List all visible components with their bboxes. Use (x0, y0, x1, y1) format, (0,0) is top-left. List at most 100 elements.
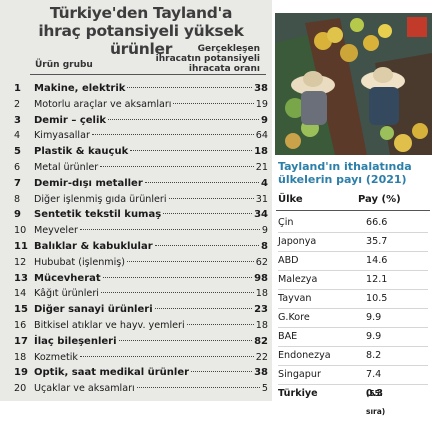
product-row: 9 Sentetik tekstil kumaş 34 (14, 207, 268, 223)
leader-dots (144, 181, 260, 183)
leader-dots (191, 371, 253, 373)
product-name: Kozmetik (34, 351, 78, 363)
product-name: Meyveler (34, 225, 78, 237)
export-ratio: 18 (254, 146, 268, 158)
import-title-line-2: ülkelerin payı (2021) (278, 173, 407, 186)
leader-dots (154, 308, 253, 310)
row-number: 12 (14, 256, 27, 268)
export-ratio: 64 (255, 130, 268, 142)
import-share-panel: Tayland'ın ithalatında ülkelerin payı (2… (272, 0, 442, 416)
country-row: Japonya 35.7 (278, 233, 428, 252)
row-number: 3 (14, 114, 21, 126)
product-name: Bitkisel atıklar ve hayv. yemleri (34, 319, 185, 331)
leader-dots (186, 323, 254, 325)
row-number: 17 (14, 335, 28, 347)
import-share: 66.6 (366, 217, 388, 228)
product-row: 2 Motorlu araçlar ve aksamları 19 (14, 97, 268, 113)
import-share: 8.2 (366, 350, 382, 361)
product-row: 13 Mücevherat 98 (14, 271, 268, 287)
import-header-divider (276, 210, 430, 211)
panel-title: Türkiye'den Tayland'a ihraç potansiyeli … (16, 4, 266, 58)
country-row: Çin 66.6 (278, 214, 428, 233)
title-line-2: ihraç potansiyeli yüksek ürünler (38, 22, 244, 58)
product-row: 6 Metal ürünler 21 (14, 160, 268, 176)
leader-dots (118, 339, 253, 341)
row-number: 5 (14, 146, 21, 158)
product-row: 12 Hububat (işlenmiş) 62 (14, 255, 268, 271)
rate-column-header: Gerçekleşen ihracatın potansiyeli ihraca… (135, 44, 260, 74)
product-row: 8 Diğer işlenmiş gıda ürünleri 31 (14, 192, 268, 208)
product-row: 5 Plastik & kauçuk 18 (14, 144, 268, 160)
product-row: 1 Makine, elektrik 38 (14, 81, 268, 97)
import-share: 35.7 (366, 236, 388, 247)
product-row: 20 Uçaklar ve aksamları 5 (14, 381, 268, 397)
row-number: 20 (14, 383, 27, 395)
row-number: 10 (14, 225, 27, 237)
country-row: BAE 9.9 (278, 328, 428, 347)
product-list: 1 Makine, elektrik 38 2 Motorlu araçlar ve a… (14, 81, 268, 397)
import-share: 14.6 (366, 255, 388, 266)
product-row: 15 Diğer sanayi ürünleri 23 (14, 302, 268, 318)
row-number: 11 (14, 240, 28, 252)
product-name: Demir – çelik (34, 114, 107, 126)
leader-dots (136, 387, 260, 389)
export-ratio: 8 (261, 240, 268, 252)
product-row: 14 Kâğıt ürünleri 18 (14, 286, 268, 302)
product-name: Metal ürünler (34, 161, 99, 173)
turkey-row: Türkiye 0.3 (55. sıra) (278, 385, 428, 416)
country-column-header: Ülke (278, 194, 303, 205)
country-name: Türkiye (278, 388, 318, 399)
import-share: 9.9 (366, 331, 382, 342)
leader-dots (168, 197, 254, 199)
row-number: 1 (14, 83, 21, 94)
header-divider (30, 74, 266, 75)
import-share: 10.5 (366, 293, 388, 304)
leader-dots (100, 165, 254, 167)
leader-dots (108, 118, 260, 120)
row-number: 7 (14, 177, 21, 189)
country-name: Japonya (278, 236, 317, 247)
country-row: ABD 14.6 (278, 252, 428, 271)
product-name: Hububat (işlenmiş) (34, 256, 126, 268)
leader-dots (102, 276, 253, 278)
product-name: Diğer sanayi ürünleri (34, 304, 153, 316)
row-number: 15 (14, 304, 28, 316)
product-name: Uçaklar ve aksamları (34, 383, 135, 395)
leader-dots (100, 292, 254, 294)
leader-dots (127, 87, 253, 88)
rate-header-line-2: ihracatın potansiyeli (155, 54, 260, 64)
product-name: Makine, elektrik (34, 83, 126, 94)
export-ratio: 34 (254, 209, 268, 221)
leader-dots (91, 134, 254, 136)
product-row: 7 Demir-dışı metaller 4 (14, 176, 268, 192)
export-ratio: 4 (261, 177, 268, 189)
leader-dots (130, 150, 253, 152)
product-row: 19 Optik, saat medikal ürünler 38 (14, 365, 268, 381)
product-name: Demir-dışı metaller (34, 177, 143, 189)
leader-dots (154, 244, 260, 246)
product-name: Plastik & kauçuk (34, 146, 129, 158)
leader-dots (127, 260, 254, 262)
rate-header-line-1: Gerçekleşen (197, 44, 260, 54)
export-ratio: 18 (255, 288, 268, 300)
floating-market-photo (275, 13, 432, 155)
leader-dots (79, 355, 254, 357)
row-number: 19 (14, 367, 28, 379)
export-ratio: 98 (254, 272, 268, 284)
row-number: 16 (14, 319, 27, 331)
product-name: Kimyasallar (34, 130, 90, 142)
row-number: 13 (14, 272, 28, 284)
product-name: Diğer işlenmiş gıda ürünleri (34, 193, 167, 205)
export-potential-panel: Türkiye'den Tayland'a ihraç potansiyeli … (0, 0, 272, 401)
row-number: 6 (14, 161, 21, 173)
export-ratio: 62 (255, 256, 268, 268)
share-column-header: Pay (%) (358, 194, 401, 205)
country-name: ABD (278, 255, 299, 266)
export-ratio: 38 (254, 83, 268, 94)
rate-header-line-3: ihracata oranı (188, 64, 260, 74)
export-ratio: 82 (254, 335, 268, 347)
export-ratio: 18 (255, 319, 268, 331)
country-name: Çin (278, 217, 294, 228)
product-name: Optik, saat medikal ürünler (34, 367, 190, 379)
turkey-share-value: 0.3 (366, 388, 383, 399)
